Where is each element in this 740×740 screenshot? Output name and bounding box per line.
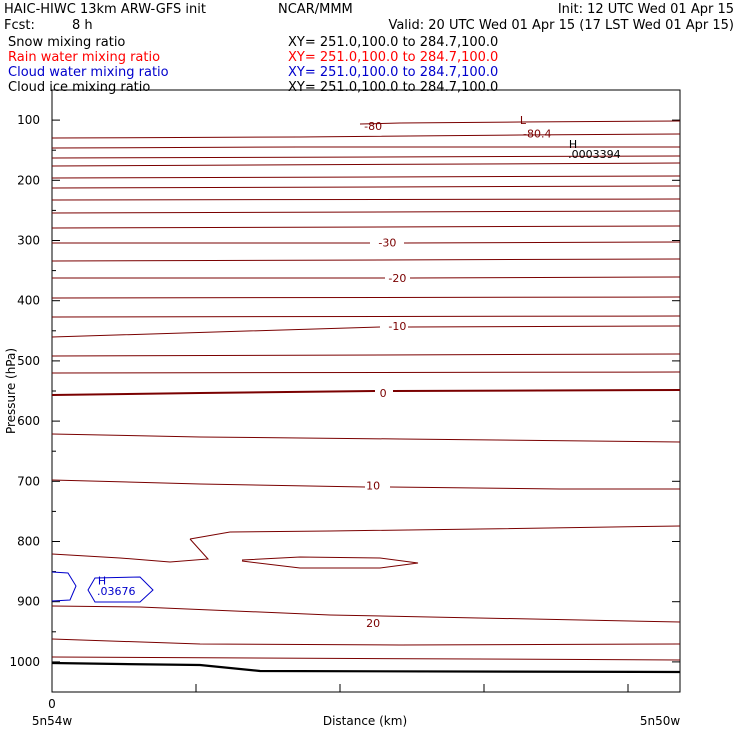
y-tick-label: 1000: [9, 655, 40, 669]
y-tick-label: 200: [17, 173, 40, 187]
y-tick-label: 400: [17, 294, 40, 308]
isotherm-line: [52, 241, 681, 244]
fcst-value: 8 h: [72, 18, 93, 33]
isotherm-line: [51, 185, 681, 189]
legend-xy: XY= 251.0,100.0 to 284.7,100.0: [288, 80, 498, 95]
y-axis-title: Pressure (hPa): [4, 348, 18, 434]
legend-name: Cloud water mixing ratio: [8, 65, 169, 80]
y-tick-label: 100: [17, 113, 40, 127]
contour-label: 10: [366, 480, 380, 493]
isotherm-line: [189, 525, 681, 540]
field-legend: Snow mixing ratio XY= 251.0,100.0 to 284.…: [8, 35, 498, 95]
contour-lines: [51, 120, 681, 674]
isotherm-line: [51, 210, 681, 214]
isotherm-line: [51, 433, 681, 443]
isotherm-line: [241, 556, 419, 569]
y-tick-label: 900: [17, 595, 40, 609]
org-label: NCAR/MMM: [278, 2, 353, 17]
isotherm-line: [51, 479, 680, 490]
valid-time: Valid: 20 UTC Wed 01 Apr 15 (17 LST Wed …: [388, 18, 734, 33]
contour-label: -80: [364, 120, 382, 133]
legend-xy: XY= 251.0,100.0 to 284.7,100.0: [288, 65, 498, 80]
isotherm-line: [51, 353, 681, 357]
contour-label: .0003394: [568, 148, 621, 161]
zero-isotherm: [51, 389, 681, 396]
isotherm-line: [51, 258, 681, 262]
isotherm-line: [51, 538, 210, 563]
cloud-water-contour: [87, 576, 154, 603]
legend-name: Rain water mixing ratio: [8, 50, 160, 65]
fcst-label: Fcst:: [4, 18, 35, 33]
y-tick-label: 600: [17, 414, 40, 428]
isotherm-line: [51, 656, 681, 661]
contour-label: -20: [388, 272, 406, 285]
y-tick-label: 700: [17, 474, 40, 488]
x-end-label: 5n50w: [640, 714, 681, 728]
model-title: HAIC-HIWC 13km ARW-GFS init: [4, 2, 206, 17]
isotherm-line: [51, 296, 681, 299]
legend-xy: XY= 251.0,100.0 to 284.7,100.0: [288, 50, 498, 65]
isotherm-line: [51, 146, 680, 149]
contour-label: H: [98, 575, 106, 588]
isotherm-line: [51, 325, 681, 338]
y-tick-label: 300: [17, 234, 40, 248]
isotherm-line: [359, 120, 681, 125]
isotherm-line: [51, 638, 681, 646]
contour-label: 0: [380, 387, 387, 400]
contour-label: .03676: [97, 585, 136, 598]
isotherm-line: [51, 155, 681, 159]
isotherm-line: [51, 225, 681, 229]
isotherm-line: [52, 276, 681, 279]
contour-label: 20: [366, 617, 380, 630]
contour-label: H: [569, 138, 577, 151]
isotherm-line: [51, 133, 681, 139]
init-time: Init: 12 UTC Wed 01 Apr 15: [558, 2, 734, 17]
x-start-label: 5n54w: [32, 714, 73, 728]
x-tick-label: 0: [48, 697, 56, 711]
isotherm-line: [51, 198, 681, 201]
contour-label: L: [520, 114, 527, 127]
isotherm-line: [51, 162, 681, 167]
legend-xy: XY= 251.0,100.0 to 284.7,100.0: [288, 35, 498, 50]
x-axis: 0: [48, 684, 629, 711]
isotherm-line: [51, 371, 681, 374]
isotherm-line: [51, 315, 681, 318]
contour-label: -30: [378, 236, 396, 249]
y-tick-label: 500: [17, 354, 40, 368]
isotherm-line: [51, 605, 681, 623]
surface-line: [51, 661, 681, 674]
x-axis-title: Distance (km): [323, 714, 407, 728]
legend-name: Snow mixing ratio: [8, 35, 125, 50]
isotherm-line: [51, 175, 681, 179]
contour-label: -80.4: [523, 127, 551, 140]
legend-name: Cloud ice mixing ratio: [8, 80, 150, 95]
cloud-water-contour: [51, 571, 77, 602]
contour-label: -10: [388, 320, 406, 333]
y-tick-label: 800: [17, 535, 40, 549]
